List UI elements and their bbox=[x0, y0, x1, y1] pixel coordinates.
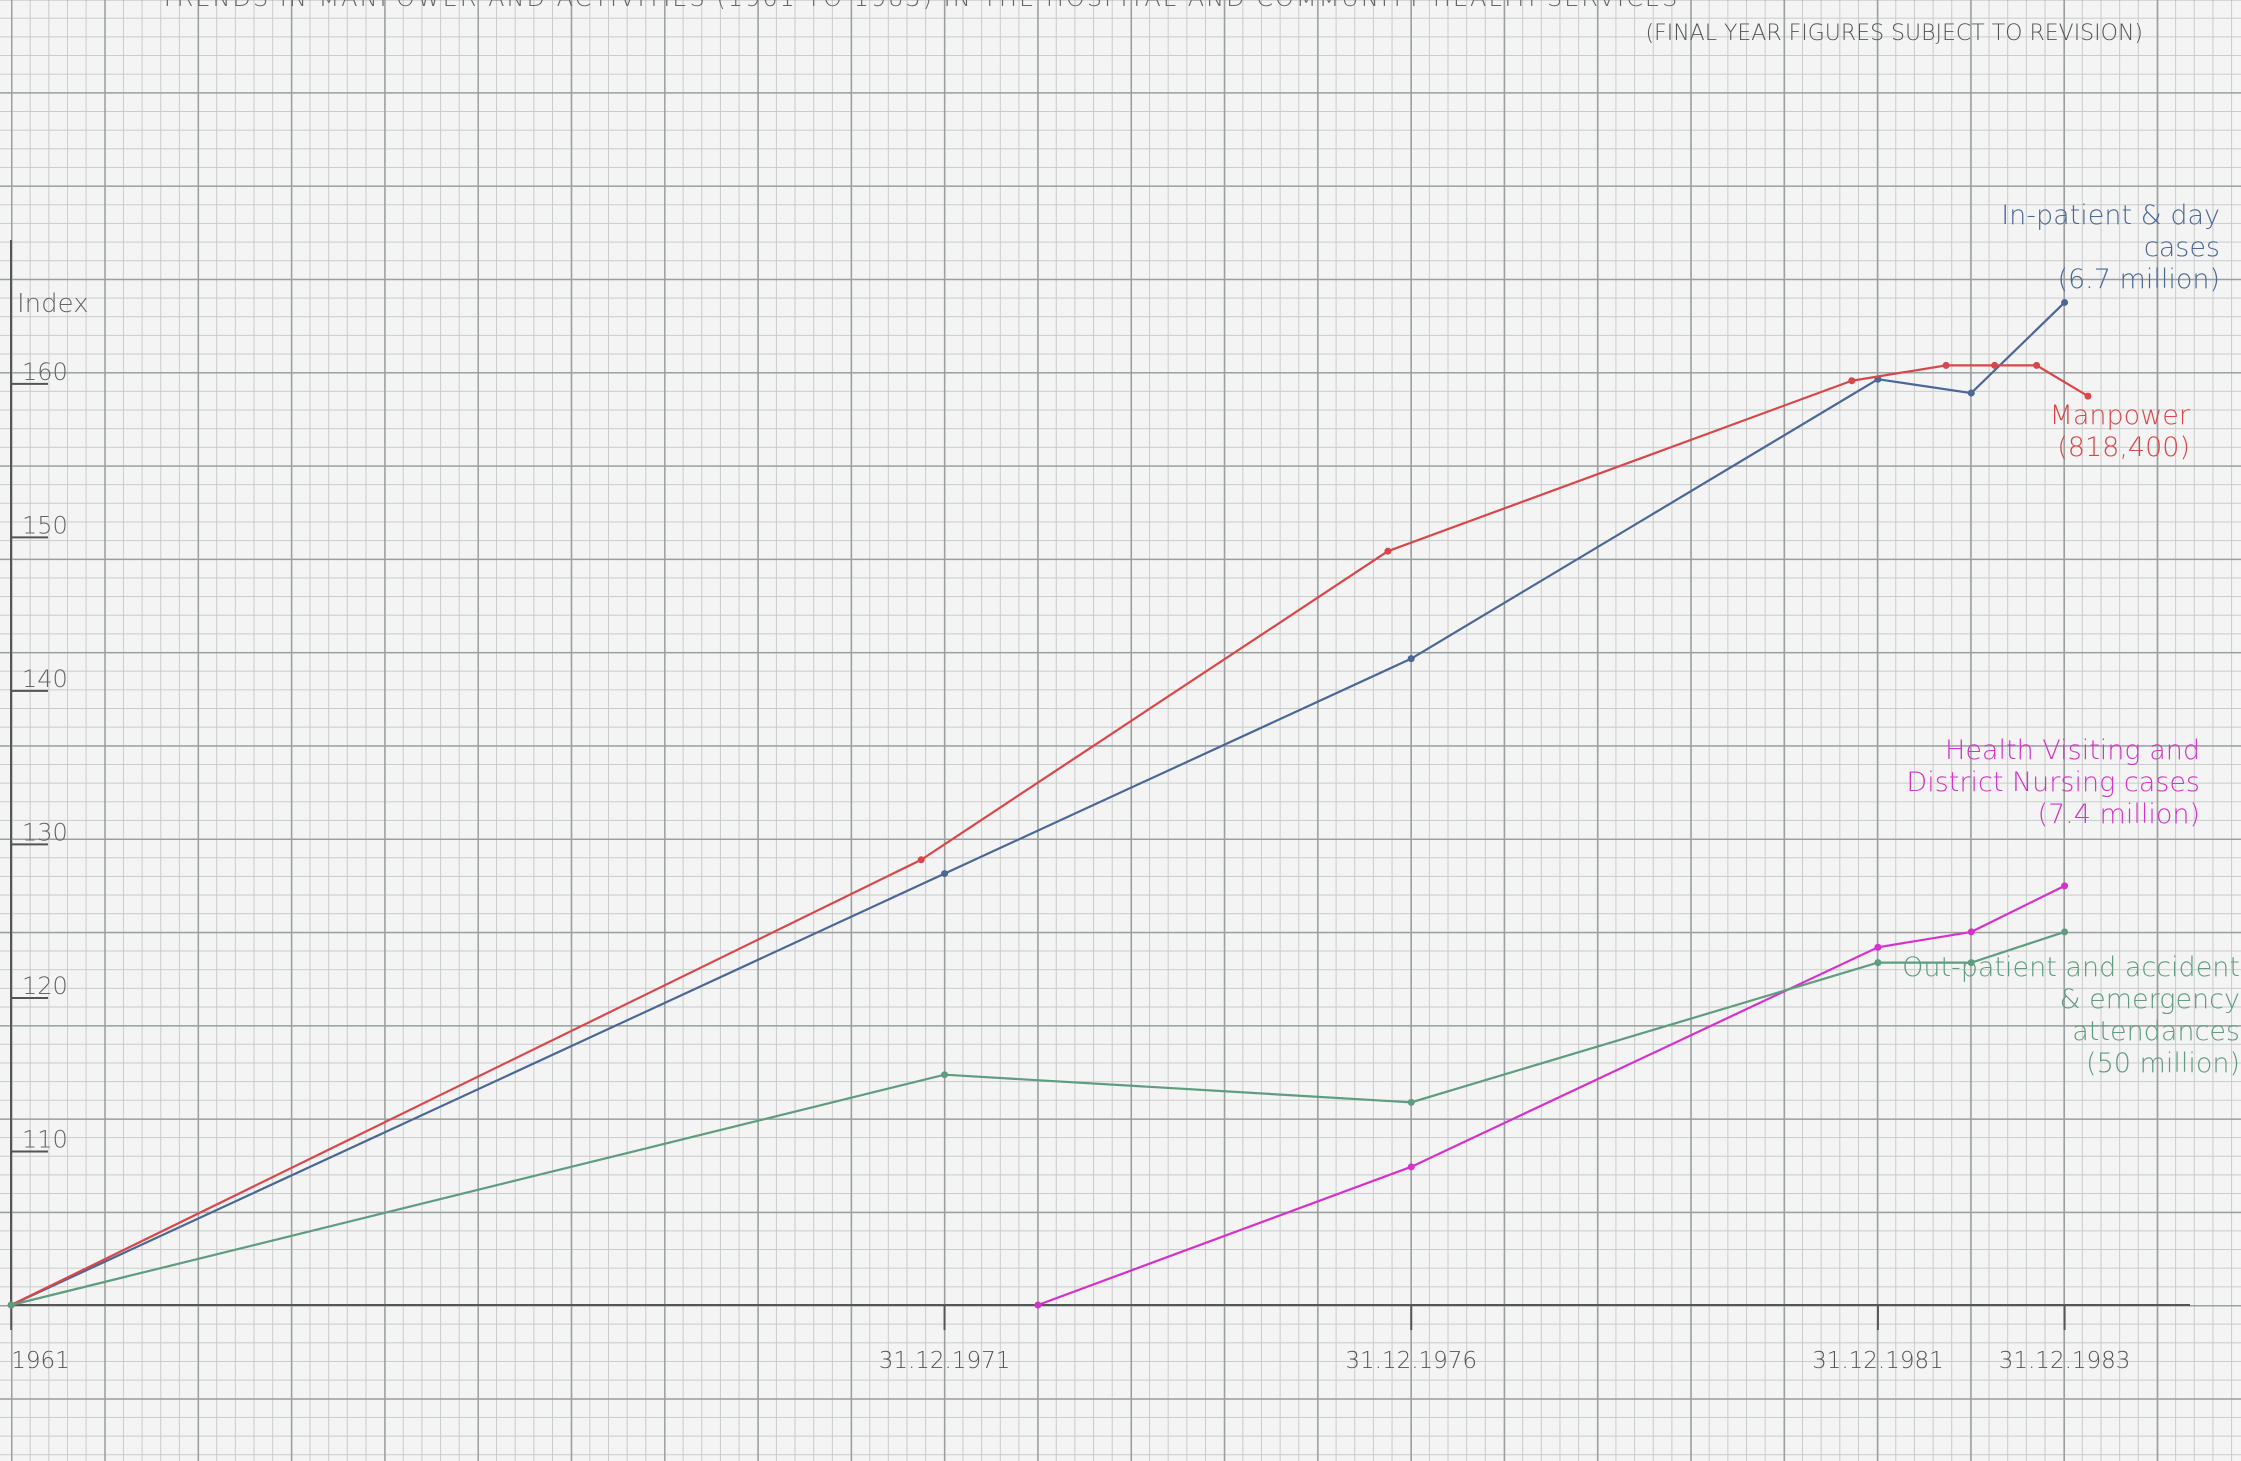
x-tick-label: 31.12.1981 bbox=[1812, 1348, 1944, 1374]
series-name: Health Visiting and District Nursing cas… bbox=[1880, 735, 2200, 799]
point bbox=[2061, 882, 2068, 889]
series-line bbox=[1038, 886, 2065, 1305]
point bbox=[1408, 655, 1415, 662]
point bbox=[1991, 362, 1998, 369]
series-name: Manpower bbox=[1960, 400, 2190, 432]
series-annotation: (6.7 million) bbox=[1930, 264, 2220, 296]
x-tick-label: 31.12.1976 bbox=[1345, 1348, 1477, 1374]
series-annotation: (818,400) bbox=[1960, 432, 2190, 464]
point bbox=[1874, 959, 1881, 966]
point bbox=[8, 1302, 15, 1309]
chart: TRENDS IN MANPOWER AND ACTIVITIES (1961 … bbox=[0, 0, 2241, 1461]
point bbox=[1034, 1302, 1041, 1309]
point bbox=[1408, 1163, 1415, 1170]
series-label: Health Visiting and District Nursing cas… bbox=[1880, 735, 2200, 831]
x-tick-label: 31.12.1983 bbox=[1999, 1348, 2131, 1374]
chart-title: TRENDS IN MANPOWER AND ACTIVITIES (1961 … bbox=[160, 0, 1679, 12]
chart-subtitle: (FINAL YEAR FIGURES SUBJECT TO REVISION) bbox=[1645, 21, 2143, 46]
point bbox=[1848, 377, 1855, 384]
point bbox=[1968, 928, 1975, 935]
point bbox=[941, 870, 948, 877]
series-label: In-patient & day cases(6.7 million) bbox=[1930, 200, 2220, 296]
point bbox=[1384, 548, 1391, 555]
y-tick-label: 130 bbox=[22, 818, 68, 846]
point bbox=[1874, 944, 1881, 951]
point bbox=[1943, 362, 1950, 369]
point bbox=[1968, 390, 1975, 397]
y-tick-label: 140 bbox=[22, 665, 68, 693]
y-axis-label: Index bbox=[17, 289, 89, 319]
y-tick-label: 150 bbox=[22, 511, 68, 539]
x-tick-label: 1961 bbox=[11, 1348, 70, 1374]
y-tick-label: 120 bbox=[22, 972, 68, 1000]
point bbox=[1408, 1099, 1415, 1106]
y-tick-label: 110 bbox=[22, 1125, 68, 1153]
x-tick-label: 31.12.1971 bbox=[879, 1348, 1011, 1374]
series-name: In-patient & day cases bbox=[1930, 200, 2220, 264]
series-label: Out-patient and accident & emergency att… bbox=[1900, 952, 2240, 1080]
point bbox=[2033, 362, 2040, 369]
series-name: Out-patient and accident & emergency att… bbox=[1900, 952, 2240, 1048]
point bbox=[918, 856, 925, 863]
series-annotation: (50 million) bbox=[1900, 1048, 2240, 1080]
point bbox=[2061, 299, 2068, 306]
point bbox=[941, 1071, 948, 1078]
series-line bbox=[11, 932, 2064, 1305]
y-tick-label: 160 bbox=[22, 358, 68, 386]
series-label: Manpower(818,400) bbox=[1960, 400, 2190, 464]
point bbox=[2084, 393, 2091, 400]
series-annotation: (7.4 million) bbox=[1880, 799, 2200, 831]
series-line bbox=[11, 365, 2088, 1305]
page: TRENDS IN MANPOWER AND ACTIVITIES (1961 … bbox=[0, 0, 2241, 1461]
point bbox=[2061, 928, 2068, 935]
